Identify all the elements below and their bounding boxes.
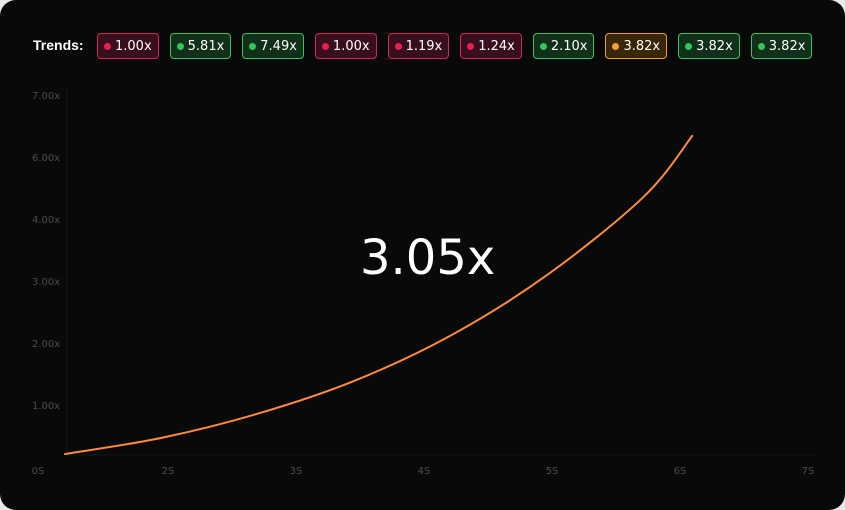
status-dot-icon [467, 42, 475, 50]
trend-chip[interactable]: 3.82x [750, 33, 813, 59]
trend-chip-value: 2.10x [550, 38, 588, 54]
trend-chip-value: 5.81x [187, 38, 225, 54]
multiplier-curve [64, 134, 694, 455]
status-dot-icon [539, 42, 547, 50]
status-dot-icon [757, 42, 765, 50]
status-dot-icon [394, 42, 402, 50]
trend-chip[interactable]: 1.00x [97, 33, 159, 59]
trend-chip-value: 1.00x [332, 38, 370, 54]
y-tick-label: 7.00x [32, 91, 60, 102]
trend-chip-value: 1.24x [478, 38, 515, 54]
status-dot-icon [612, 42, 620, 50]
trends-label: Trends: [33, 37, 84, 53]
status-dot-icon [249, 42, 257, 50]
x-tick-label: 7S [802, 466, 815, 477]
trends-chip-list: 1.00x 5.81x 7.49x 1.00x 1.19x 1.24x 2.10x 3.82x… [97, 33, 813, 59]
trend-chip-value: 7.49x [260, 38, 297, 54]
x-tick-label: 3S [290, 466, 303, 477]
status-dot-icon [685, 42, 693, 50]
trend-chip[interactable]: 3.82x [678, 33, 740, 59]
y-tick-label: 3.00x [32, 277, 60, 288]
trend-chip-value: 1.00x [115, 38, 152, 54]
trend-chip[interactable]: 2.10x [532, 33, 595, 59]
trend-chip[interactable]: 1.00x [314, 33, 377, 59]
y-tick-label: 6.00x [32, 153, 60, 164]
y-tick-label: 1.00x [32, 401, 60, 412]
status-dot-icon [104, 42, 111, 50]
x-tick-label: 6S [674, 466, 687, 477]
trend-chip-value: 1.19x [405, 38, 443, 54]
status-dot-icon [176, 42, 184, 50]
x-tick-label: 0S [32, 466, 45, 477]
trend-chip[interactable]: 5.81x [169, 33, 232, 59]
trend-chip-value: 3.82x [623, 38, 661, 54]
current-multiplier: 3.05x [360, 230, 496, 286]
x-tick-label: 4S [418, 466, 431, 477]
trend-chip-value: 3.82x [768, 38, 806, 54]
y-tick-label: 4.00x [32, 215, 60, 226]
trend-chip-value: 3.82x [696, 38, 733, 54]
trend-chip[interactable]: 7.49x [242, 33, 304, 59]
trend-chip[interactable]: 3.82x [605, 33, 668, 59]
trend-chip[interactable]: 1.24x [460, 33, 522, 59]
status-dot-icon [321, 42, 329, 50]
trend-chip[interactable]: 1.19x [387, 33, 450, 59]
x-tick-label: 2S [162, 466, 175, 477]
x-tick-label: 5S [546, 466, 559, 477]
y-tick-label: 2.00x [32, 339, 60, 350]
